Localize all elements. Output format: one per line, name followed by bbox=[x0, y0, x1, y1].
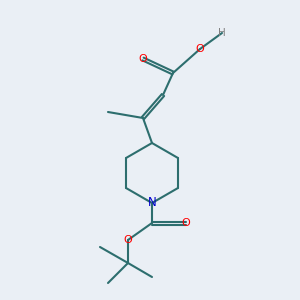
Text: O: O bbox=[182, 218, 190, 228]
Text: H: H bbox=[218, 28, 226, 38]
Text: O: O bbox=[139, 54, 147, 64]
Text: N: N bbox=[148, 196, 156, 209]
Text: O: O bbox=[124, 235, 132, 245]
Text: O: O bbox=[196, 44, 204, 54]
